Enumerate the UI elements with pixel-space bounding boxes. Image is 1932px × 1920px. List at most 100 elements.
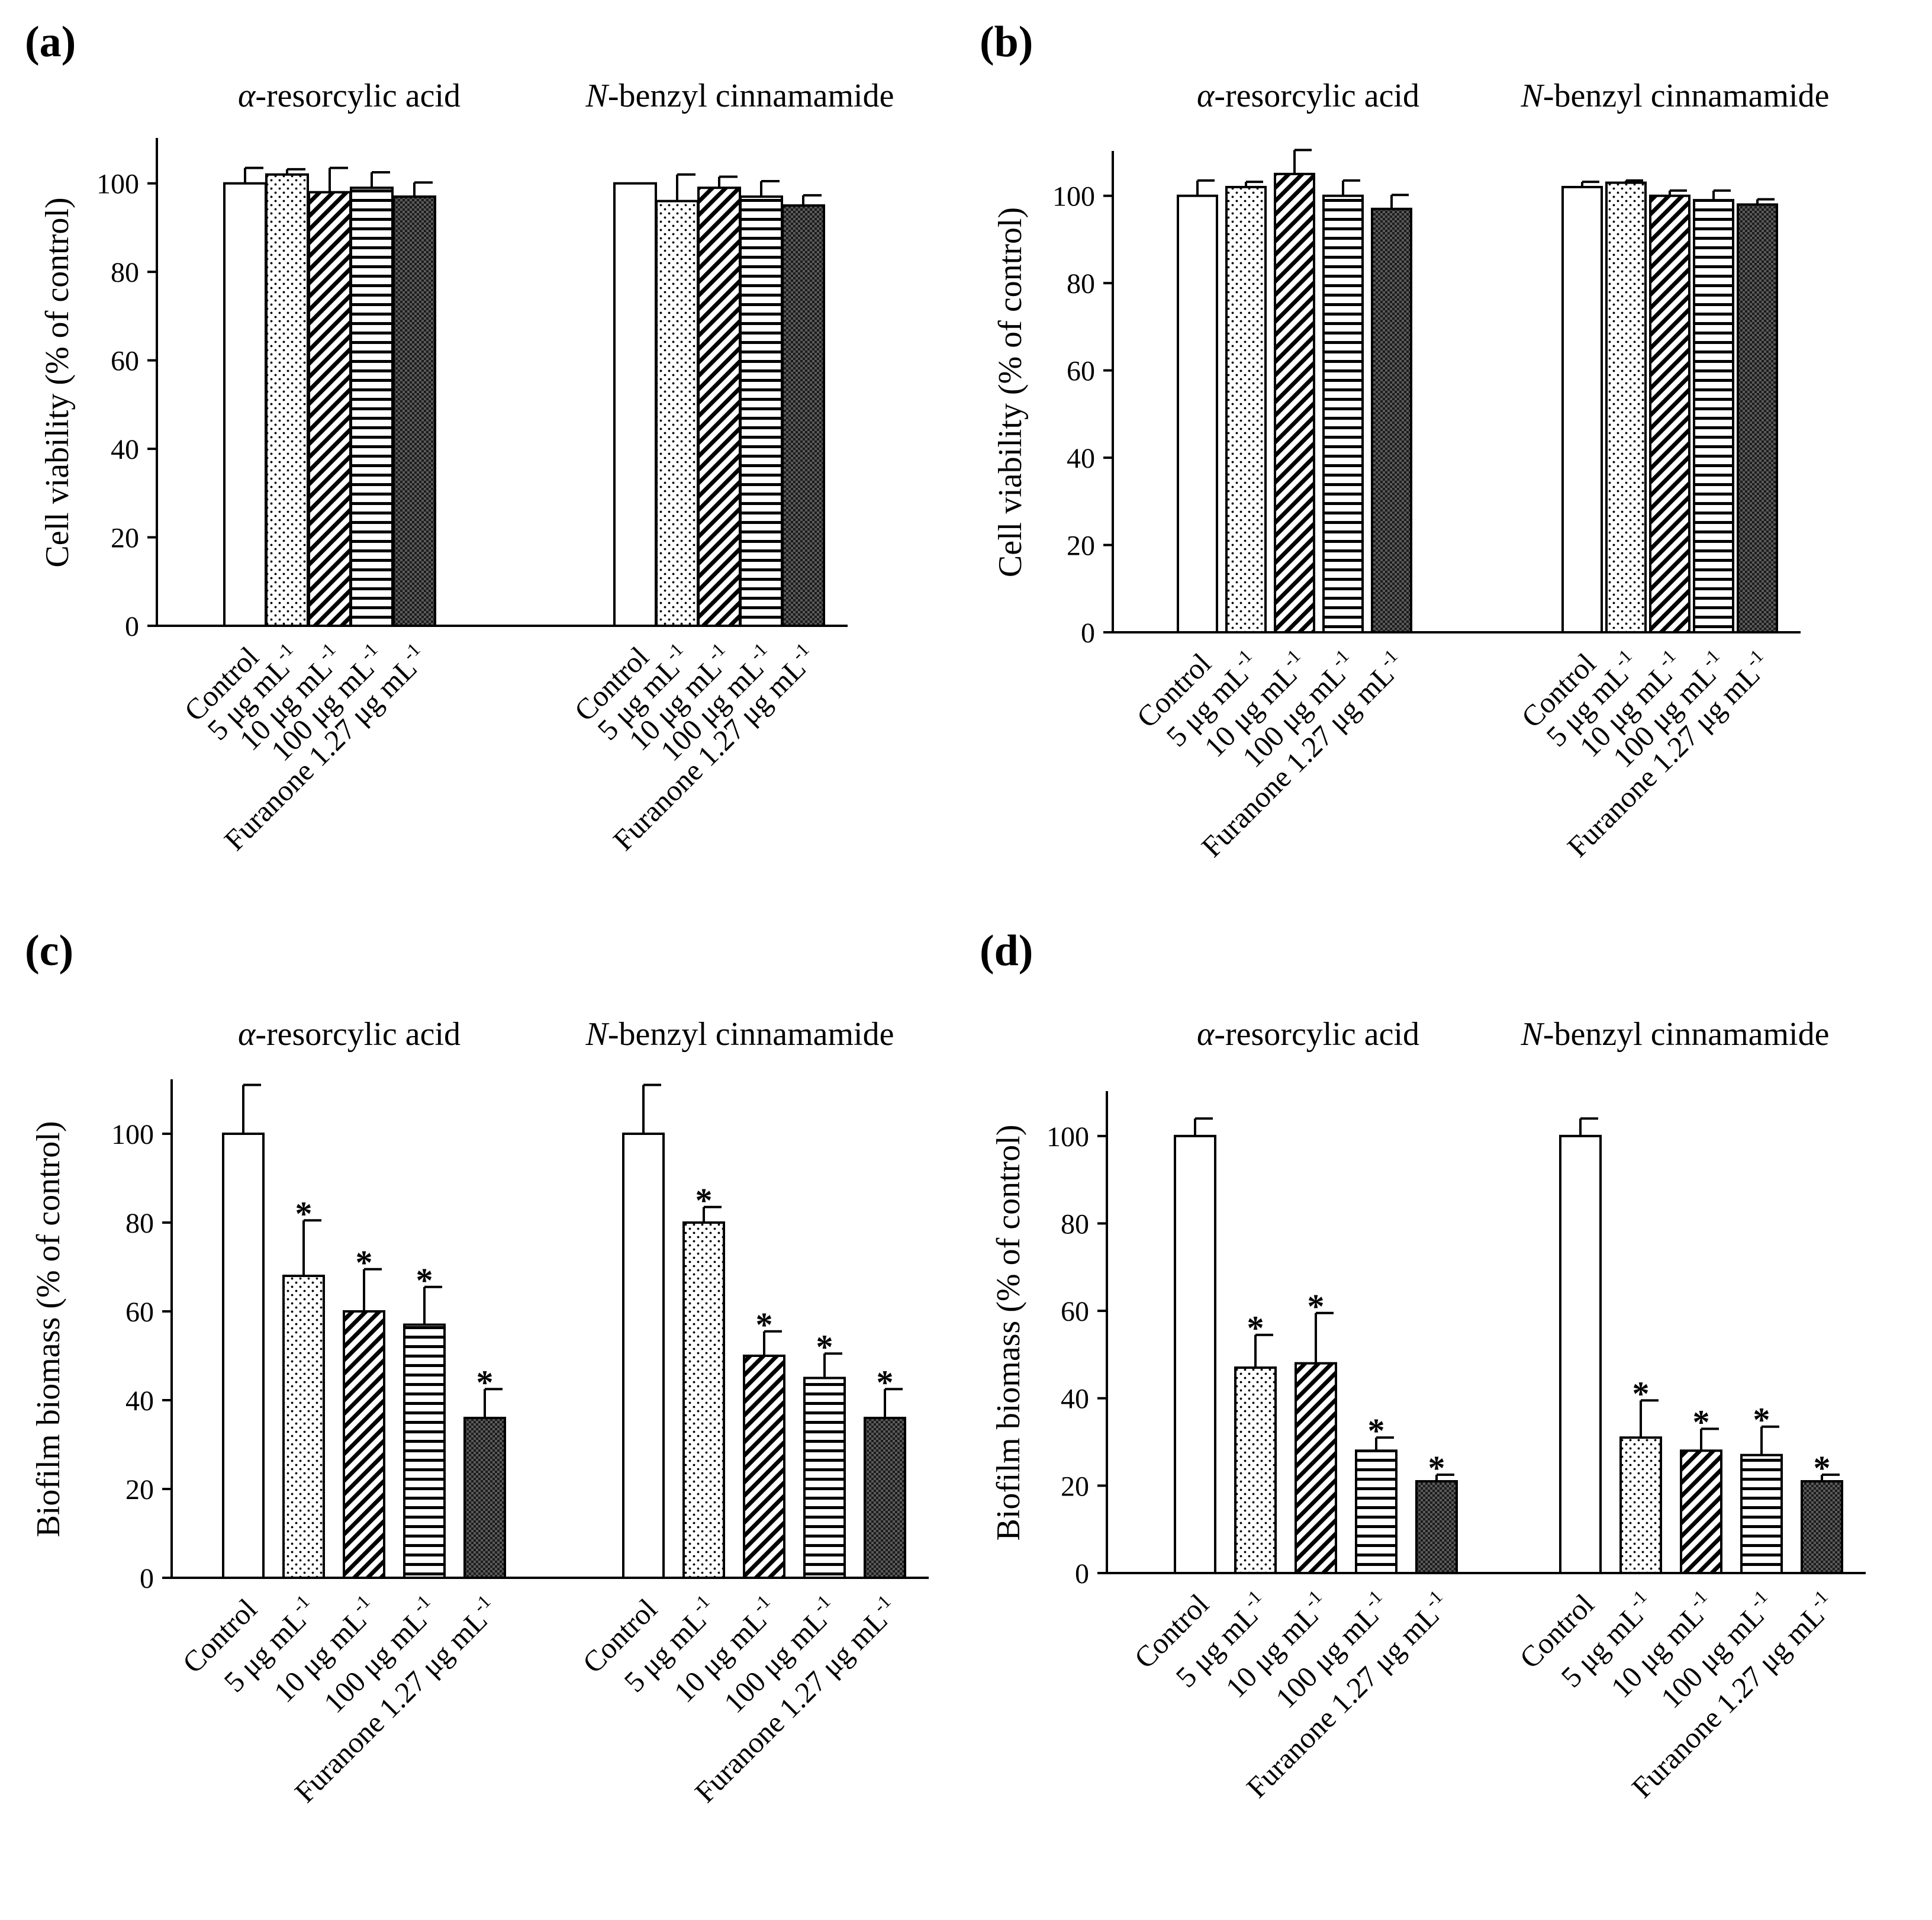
y-tick-label: 0: [1081, 618, 1095, 649]
bar: [1234, 1366, 1277, 1574]
significance-star: *: [1814, 1449, 1831, 1487]
group-title: N-benzyl cinnamamide: [1521, 78, 1830, 114]
y-axis-label: Cell viability (% of control): [992, 207, 1029, 577]
group-title: N-benzyl cinnamamide: [585, 78, 894, 114]
significance-star: *: [416, 1261, 433, 1300]
y-tick-label: 80: [125, 1208, 154, 1239]
chart-panel-c: (c) Biofilm biomass (% of control) 0 20 40 60…: [25, 927, 929, 1809]
group-title-italic: N: [585, 78, 610, 114]
panel-label: (b): [980, 18, 1033, 66]
bar: [1605, 181, 1647, 634]
y-tick-label: 80: [1061, 1208, 1089, 1240]
bar: [739, 195, 783, 627]
group-title-rest: -resorcylic acid: [255, 78, 461, 114]
bar: [697, 186, 741, 627]
bar: [1693, 199, 1734, 634]
y-tick-label: 60: [1067, 356, 1095, 387]
group-title: α-resorcylic acid: [1197, 1016, 1419, 1053]
y-tick-label: 0: [140, 1563, 154, 1594]
significance-star: *: [816, 1327, 833, 1366]
group-title-rest: -resorcylic acid: [1214, 78, 1419, 114]
bar: [1415, 1480, 1458, 1575]
y-axis-label: Cell viability (% of control): [39, 197, 76, 567]
significance-star: *: [1247, 1309, 1264, 1347]
bar: [265, 173, 309, 628]
group-title-rest: -benzyl cinnamamide: [608, 1016, 894, 1053]
bar: [655, 200, 699, 628]
y-tick-label: 20: [1067, 530, 1095, 562]
panel-label: (d): [980, 927, 1033, 975]
bar: [1740, 1453, 1783, 1575]
y-tick-label: 100: [111, 1119, 154, 1150]
bar: [1619, 1436, 1662, 1574]
y-tick-label: 20: [1061, 1471, 1089, 1502]
group-title-italic: α: [1197, 1016, 1215, 1053]
bar: [613, 182, 657, 627]
y-tick-label: 40: [1061, 1384, 1089, 1415]
panel-label: (c): [25, 927, 73, 975]
bar: [682, 1221, 725, 1579]
significance-star: *: [1632, 1374, 1650, 1413]
significance-star: *: [295, 1194, 313, 1233]
bar: [743, 1355, 785, 1579]
bar: [622, 1133, 665, 1579]
y-tick-label: 20: [125, 1474, 154, 1506]
group-title: α-resorcylic acid: [1197, 78, 1419, 114]
group-title-rest: -benzyl cinnamamide: [1543, 78, 1830, 114]
group-title-italic: N: [585, 1016, 610, 1053]
y-tick-label: 40: [111, 434, 139, 465]
y-tick-label: 80: [1067, 268, 1095, 300]
y-tick-label: 40: [125, 1385, 154, 1417]
bar: [1371, 207, 1412, 633]
group-title-rest: -benzyl cinnamamide: [1543, 1016, 1830, 1053]
bar: [403, 1323, 446, 1579]
y-tick-label: 0: [125, 611, 139, 642]
y-axis-label: Biofilm biomass (% of control): [30, 1121, 67, 1537]
y-tick-label: 60: [111, 346, 139, 377]
bar: [1225, 185, 1267, 633]
y-tick-label: 60: [1061, 1296, 1089, 1327]
y-tick-label: 100: [96, 169, 139, 200]
group-title: α-resorcylic acid: [238, 1016, 461, 1053]
group-title-italic: α: [238, 78, 256, 114]
y-tick-label: 100: [1052, 181, 1095, 213]
y-tick-label: 20: [111, 523, 139, 554]
y-tick-label: 80: [111, 257, 139, 288]
significance-star: *: [1368, 1411, 1385, 1450]
y-axis-label: Biofilm biomass (% of control): [990, 1124, 1027, 1540]
significance-star: *: [1753, 1401, 1770, 1439]
bar: [1559, 1134, 1602, 1575]
bar: [1355, 1449, 1398, 1574]
bar: [308, 191, 352, 627]
group-title-italic: α: [1197, 78, 1215, 114]
bar: [223, 182, 267, 627]
group-title-italic: N: [1521, 1016, 1545, 1053]
y-tick-label: 40: [1067, 443, 1095, 474]
bar: [1274, 172, 1315, 633]
significance-star: *: [877, 1363, 894, 1401]
bar: [864, 1417, 906, 1579]
significance-star: *: [1693, 1403, 1710, 1441]
bar: [392, 195, 436, 627]
bar: [781, 204, 825, 628]
bar: [1174, 1134, 1216, 1575]
y-tick-label: 0: [1075, 1558, 1089, 1590]
bar: [803, 1377, 846, 1579]
y-tick-label: 60: [125, 1297, 154, 1328]
y-tick-label: 100: [1046, 1121, 1089, 1153]
group-title: N-benzyl cinnamamide: [1521, 1016, 1830, 1053]
panel-label: (a): [25, 18, 76, 66]
bar: [1177, 194, 1218, 633]
significance-star: *: [1428, 1449, 1445, 1487]
significance-star: *: [476, 1363, 494, 1401]
bar: [463, 1417, 506, 1579]
bar: [350, 186, 394, 627]
bar: [222, 1133, 265, 1579]
bar: [1295, 1362, 1337, 1574]
bar: [1561, 185, 1603, 633]
bar: [343, 1310, 385, 1579]
bar: [282, 1275, 325, 1579]
significance-star: *: [356, 1243, 373, 1282]
bar: [1322, 194, 1364, 633]
